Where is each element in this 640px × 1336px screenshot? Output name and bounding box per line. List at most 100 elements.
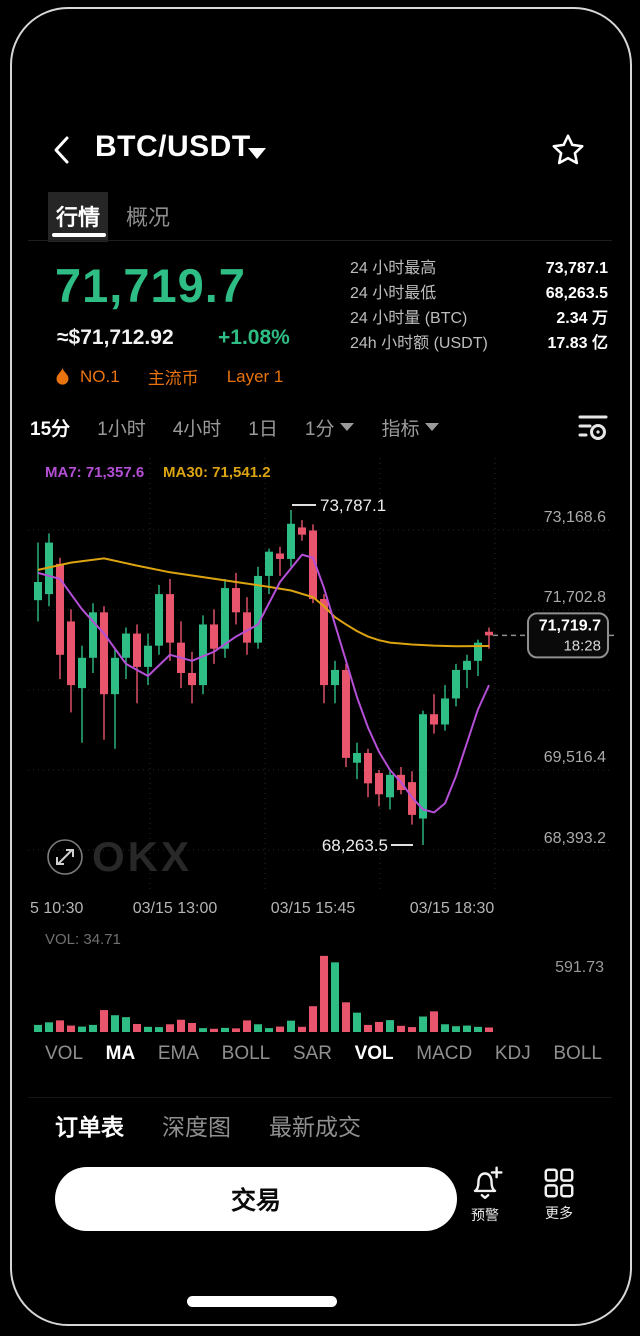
indicator-macd[interactable]: MACD <box>416 1043 473 1064</box>
ma30-label: MA30: 71,541.2 <box>163 464 271 481</box>
stat-high: 24 小时最高 73,787.1 <box>350 260 608 277</box>
timeframe-1h[interactable]: 1小时 <box>97 418 146 440</box>
timeframe-more-dropdown[interactable]: 1分 <box>305 414 355 441</box>
candle-body <box>375 773 383 795</box>
candle-body <box>331 669 339 686</box>
volume-bar <box>375 1021 383 1032</box>
volume-bar <box>122 1017 130 1032</box>
volume-bar <box>34 1024 42 1032</box>
timeframe-bar: 15分 1小时 4小时 1日 1分 指标 <box>30 412 610 442</box>
volume-label: VOL: 34.71 <box>45 931 121 948</box>
volume-bar <box>155 1027 163 1032</box>
indicator-ma[interactable]: MA <box>105 1043 136 1064</box>
last-price: 71,719.7 <box>55 259 246 312</box>
volume-bar <box>67 1025 75 1032</box>
candle-body <box>155 594 163 646</box>
chevron-down-icon <box>425 423 440 431</box>
indicator-kdj[interactable]: KDJ <box>494 1043 531 1064</box>
tab-overview[interactable]: 概况 <box>126 205 171 230</box>
volume-max-label: 591.73 <box>555 959 604 976</box>
candle-body <box>34 581 42 601</box>
tab-depth-chart[interactable]: 深度图 <box>162 1114 231 1140</box>
candle-body <box>89 612 97 658</box>
expand-icon <box>56 849 74 865</box>
stat-low: 24 小时最低 68,263.5 <box>350 285 608 302</box>
candle-body <box>199 624 207 686</box>
back-icon[interactable] <box>50 134 74 166</box>
candle-body <box>100 612 108 695</box>
home-indicator[interactable] <box>187 1296 337 1307</box>
active-tab-underline <box>52 233 106 237</box>
favorite-star-icon[interactable] <box>550 132 586 168</box>
candle-body <box>320 598 328 686</box>
timeframe-4h[interactable]: 4小时 <box>172 418 222 440</box>
candle-body <box>265 551 273 576</box>
volume-bar <box>144 1026 152 1032</box>
timeframe-15m[interactable]: 15分 <box>30 418 71 440</box>
stats-panel: 24 小时最高 73,787.1 24 小时最低 68,263.5 24 小时量 (… <box>350 256 608 356</box>
volume-bar <box>419 1016 427 1032</box>
last-price-value: 71,719.7 <box>539 617 601 634</box>
volume-bar <box>309 1006 317 1032</box>
volume-bar <box>232 1028 240 1032</box>
candlestick-chart[interactable]: 73,168.6 71,702.8 69,516.4 68,393.2 OKX MA7: … <box>0 450 640 920</box>
candle-body <box>56 563 64 655</box>
indicator-ema[interactable]: EMA <box>157 1043 200 1064</box>
indicator-vol-sub[interactable]: VOL <box>354 1043 394 1064</box>
expand-icon <box>47 839 83 875</box>
indicator-vol-main[interactable]: VOL <box>45 1043 84 1064</box>
chevron-down-icon <box>340 423 355 431</box>
volume-bar <box>386 1020 394 1032</box>
candle-body <box>133 633 141 667</box>
stat-volume: 24 小时量 (BTC) 2.34 万 <box>350 310 608 327</box>
indicator-boll2[interactable]: BOLL <box>553 1043 602 1064</box>
candle-body <box>243 612 251 643</box>
trade-button[interactable]: 交易 <box>55 1167 457 1231</box>
alert-button[interactable]: 预警 <box>462 1164 508 1225</box>
y-axis-label: 71,702.8 <box>544 589 606 606</box>
indicator-sar[interactable]: SAR <box>292 1043 332 1064</box>
candle-body <box>309 530 317 599</box>
okx-watermark: OKX <box>92 833 192 880</box>
candle-body <box>353 753 361 763</box>
candle-body <box>364 753 372 784</box>
candle-body <box>287 523 295 559</box>
fiat-price: ≈$71,712.92 <box>57 326 174 349</box>
volume-bar <box>276 1026 284 1032</box>
more-button[interactable]: 更多 <box>536 1166 582 1223</box>
candle-body <box>254 575 262 643</box>
candle-body <box>342 669 350 758</box>
indicator-dropdown[interactable]: 指标 <box>381 414 440 441</box>
ma30-line <box>37 557 490 648</box>
candle-body <box>78 657 86 689</box>
bell-plus-icon <box>473 1166 503 1199</box>
volume-bar <box>342 1002 350 1032</box>
indicator-boll[interactable]: BOLL <box>221 1043 271 1064</box>
volume-bar <box>441 1024 449 1032</box>
volume-bar <box>364 1024 372 1032</box>
x-axis-label: 03/15 15:45 <box>271 900 356 917</box>
badge-layer: Layer 1 <box>226 366 284 386</box>
tab-latest-trades[interactable]: 最新成交 <box>269 1114 361 1140</box>
timeframe-1d[interactable]: 1日 <box>248 418 278 440</box>
grid-icon <box>544 1168 574 1198</box>
volume-bar <box>287 1020 295 1032</box>
volume-bar <box>463 1025 471 1032</box>
candle-body <box>210 624 218 649</box>
tab-order-book[interactable]: 订单表 <box>55 1114 124 1140</box>
volume-bar <box>331 962 339 1032</box>
header-divider <box>28 240 612 241</box>
price-change: +1.08% <box>218 326 290 349</box>
candle-body <box>298 527 306 535</box>
chart-settings-icon[interactable] <box>576 412 610 442</box>
volume-bar <box>45 1022 53 1032</box>
volume-bar <box>221 1027 229 1032</box>
volume-bar <box>485 1027 493 1032</box>
volume-pane[interactable]: VOL: 34.71 591.73 <box>0 922 640 1040</box>
pair-dropdown-icon[interactable] <box>248 148 266 159</box>
candle-body <box>452 669 460 699</box>
volume-bar <box>452 1026 460 1032</box>
volume-bar <box>188 1022 196 1032</box>
candle-body <box>188 672 196 686</box>
